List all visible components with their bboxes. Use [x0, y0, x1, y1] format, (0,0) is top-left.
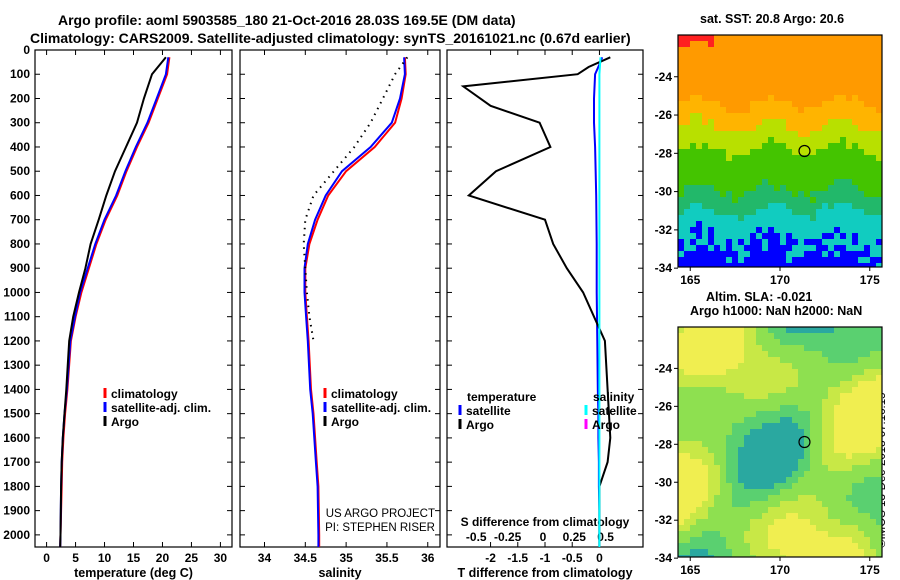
map-y-tick-label: -30 [655, 185, 673, 199]
legend-title-salinity: salinity [593, 390, 635, 404]
x-tick-label: 5 [72, 551, 79, 565]
top-tick-label: -0.25 [494, 530, 522, 544]
map-x-tick-label: 170 [770, 273, 790, 287]
climatology-title: Climatology: CARS2009. Satellite-adjuste… [30, 30, 631, 46]
y-tick-label: 1300 [3, 358, 30, 372]
map-y-tick-label: -32 [655, 223, 673, 237]
x-tick-label: 15 [127, 551, 141, 565]
map-x-tick-label: 165 [680, 563, 700, 577]
argo-position-marker [798, 435, 811, 449]
panel-frame [34, 49, 233, 548]
map-y-tick-label: -24 [655, 70, 673, 84]
y-tick-label: 400 [10, 140, 30, 154]
top-tick-label: -0.5 [466, 530, 487, 544]
y-tick-label: 1000 [3, 285, 30, 299]
x-tick-label: -1 [540, 551, 551, 565]
x-tick-label: 20 [156, 551, 170, 565]
y-tick-label: 700 [10, 213, 30, 227]
argo-position-marker [798, 144, 811, 158]
map-y-tick-label: -32 [655, 513, 673, 527]
x-tick-label: 25 [185, 551, 199, 565]
sla-map-subtitle: Argo h1000: NaN h2000: NaN [690, 304, 863, 318]
map-y-tick-label: -28 [655, 437, 673, 451]
map-y-tick-label: -24 [655, 361, 673, 375]
map-y-tick-label: -28 [655, 146, 673, 160]
top-axis-label: S difference from climatology [461, 515, 630, 529]
legend-label: climatology [331, 387, 398, 401]
map-sla [678, 327, 882, 557]
y-tick-label: 1700 [3, 455, 30, 469]
series-line-salinity-satellite [598, 57, 602, 547]
panel-frame [446, 49, 644, 548]
map-x-tick-label: 175 [860, 273, 880, 287]
y-tick-label: 100 [10, 67, 30, 81]
map-x-tick-label: 175 [860, 563, 880, 577]
map-y-tick-label: -30 [655, 475, 673, 489]
x-tick-label: 30 [214, 551, 228, 565]
top-tick-label: 0.5 [597, 530, 614, 544]
legend-label: satellite [592, 404, 637, 418]
y-tick-label: 1600 [3, 431, 30, 445]
legend-label: satellite-adj. clim. [111, 401, 211, 415]
x-tick-label: 34.5 [294, 551, 318, 565]
y-tick-label: 2000 [3, 528, 30, 542]
y-tick-label: 1800 [3, 479, 30, 493]
legend-label: climatology [111, 387, 178, 401]
y-tick-label: 900 [10, 261, 30, 275]
map-y-tick-label: -26 [655, 399, 673, 413]
profile-title: Argo profile: aoml 5903585_180 21-Oct-20… [58, 12, 516, 28]
map-y-tick-label: -26 [655, 108, 673, 122]
legend-label: Argo [111, 415, 139, 429]
y-tick-label: 1200 [3, 334, 30, 348]
legend-label: Argo [466, 418, 494, 432]
legend-label: satellite-adj. clim. [331, 401, 431, 415]
legend-label: Argo [331, 415, 359, 429]
x-tick-label: -2 [485, 551, 496, 565]
x-tick-label: 36 [421, 551, 435, 565]
sst-map-title: sat. SST: 20.8 Argo: 20.6 [700, 12, 845, 26]
map-x-tick-label: 165 [680, 273, 700, 287]
sla-map-title: Altim. SLA: -0.021 [706, 290, 813, 304]
y-tick-label: 800 [10, 237, 30, 251]
x-tick-label: 35.5 [375, 551, 399, 565]
y-tick-label: 1100 [4, 310, 30, 324]
y-tick-label: 600 [10, 188, 30, 202]
map-y-tick-label: -34 [655, 261, 673, 275]
y-tick-label: 1500 [3, 407, 30, 421]
x-tick-label: 10 [98, 551, 112, 565]
x-tick-label: -0.5 [562, 551, 583, 565]
x-axis-label: temperature (deg C) [74, 566, 193, 580]
x-axis-label: T difference from climatology [457, 566, 632, 580]
x-tick-label: -1.5 [507, 551, 528, 565]
top-tick-label: 0.25 [563, 530, 587, 544]
panel-frame [239, 49, 441, 548]
series-line-satellite-adj-clim- [303, 57, 406, 547]
y-tick-label: 300 [10, 116, 30, 130]
map-sst [678, 35, 882, 267]
top-tick-label: 0 [540, 530, 547, 544]
y-tick-label: 1400 [3, 382, 30, 396]
legend-label: Argo [592, 418, 620, 432]
x-tick-label: 0 [596, 551, 603, 565]
y-tick-label: 500 [10, 164, 30, 178]
y-tick-label: 0 [23, 43, 30, 57]
series-line-temperature-argo [460, 56, 612, 547]
legend-label: satellite [466, 404, 511, 418]
map-y-tick-label: -34 [655, 551, 673, 565]
x-tick-label: 35 [339, 551, 353, 565]
credit-text: US ARGO PROJECT [326, 508, 435, 520]
x-axis-label: salinity [318, 566, 361, 580]
series-line-argo [59, 56, 167, 548]
y-tick-label: 200 [10, 91, 30, 105]
credit-text: PI: STEPHEN RISER [325, 522, 435, 534]
x-tick-label: 34 [258, 551, 272, 565]
x-tick-label: 0 [43, 551, 50, 565]
legend-title-temperature: temperature [467, 390, 537, 404]
map-x-tick-label: 170 [770, 563, 790, 577]
y-tick-label: 1900 [3, 504, 30, 518]
